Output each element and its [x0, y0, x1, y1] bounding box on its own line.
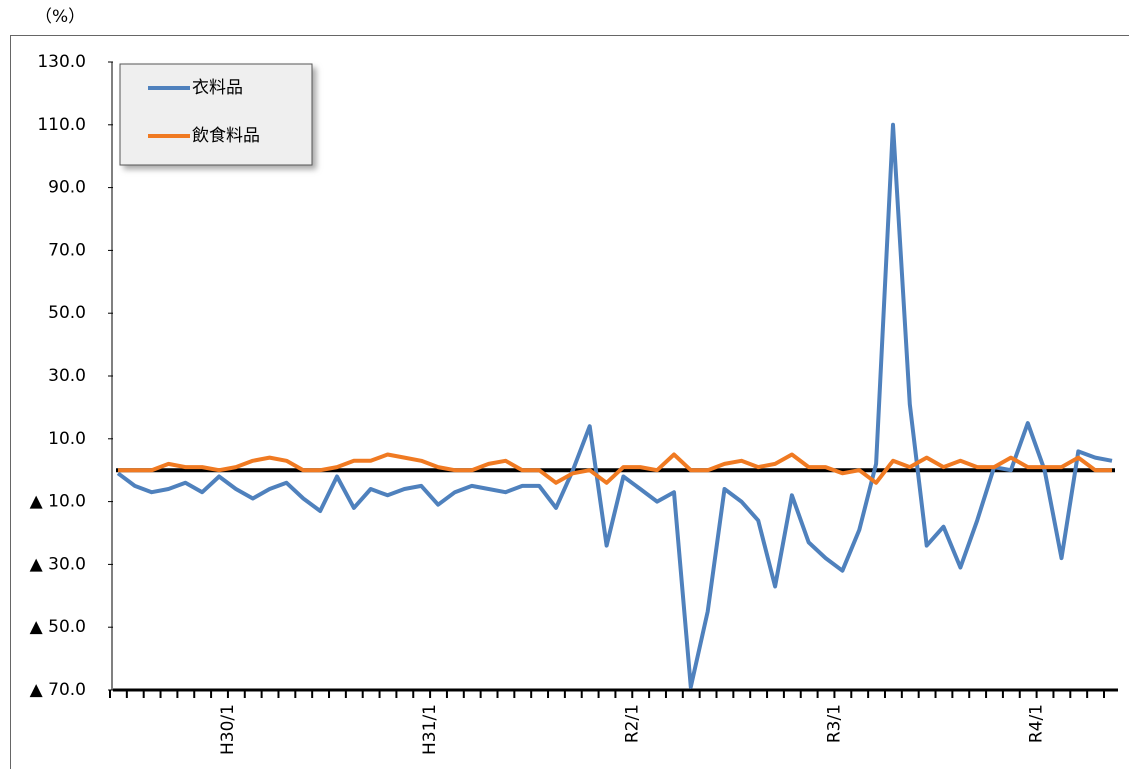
y-tick-label: ▲ 10.0 [30, 492, 86, 512]
legend-label: 衣料品 [192, 78, 243, 98]
x-tick-label: R4/1 [1027, 704, 1047, 743]
y-tick-label: 90.0 [48, 178, 86, 198]
legend-box [119, 63, 313, 166]
data-line [116, 122, 1113, 689]
y-tick-label: 110.0 [37, 115, 86, 135]
x-tick-label: R2/1 [622, 704, 642, 743]
y-tick-label: ▲ 30.0 [30, 554, 86, 574]
y-tick-label: 130.0 [37, 52, 86, 72]
y-tick-label: 70.0 [48, 240, 86, 260]
y-tick-label: ▲ 70.0 [30, 680, 86, 700]
y-tick-label: ▲ 50.0 [30, 617, 86, 637]
y-tick-label: 10.0 [48, 429, 86, 449]
legend-label: 飲食料品 [192, 126, 260, 146]
y-tick-label: 50.0 [48, 303, 86, 323]
y-axis-label: （%） [35, 7, 85, 27]
x-tick-label: H31/1 [420, 704, 440, 755]
data-line [118, 452, 1112, 485]
x-tick-label: R3/1 [824, 704, 844, 743]
chart-frame [10, 35, 1129, 769]
x-tick-label: H30/1 [218, 704, 238, 755]
y-tick-label: 30.0 [48, 366, 86, 386]
